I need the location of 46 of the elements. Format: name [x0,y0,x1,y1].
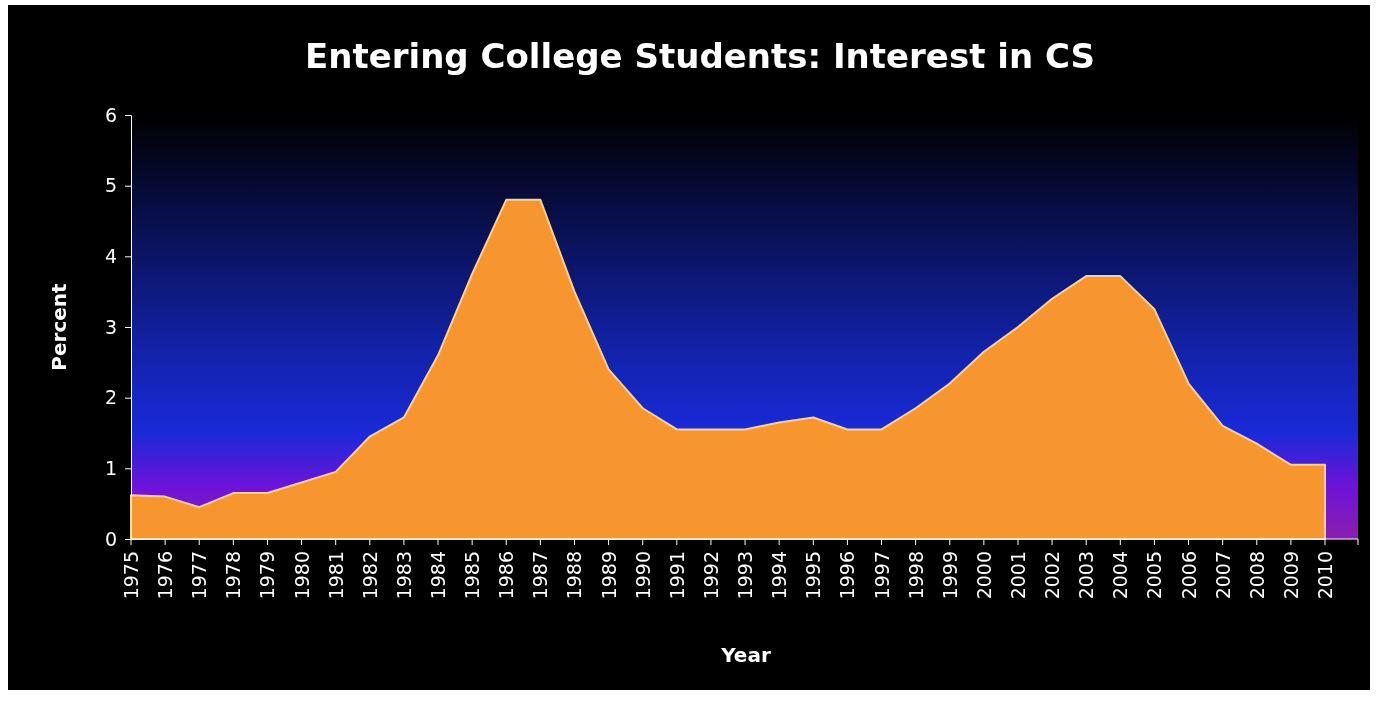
x-tick-label: 1998 [904,551,927,600]
y-axis-title: Percent [47,282,71,371]
y-tick-label: 2 [104,386,117,409]
x-tick-label: 1983 [392,551,415,600]
x-tick-label: 1999 [938,551,961,600]
x-tick-label: 1990 [631,551,654,600]
y-tick-label: 5 [104,174,117,197]
x-tick-label: 1979 [256,551,279,600]
x-tick-label: 1995 [802,551,825,600]
x-tick-label: 1984 [427,551,450,600]
x-tick-label: 1997 [870,551,893,600]
x-tick-label: 1991 [665,551,688,600]
x-tick-label: 1989 [597,551,620,600]
x-tick-label: 1981 [324,551,347,600]
x-tick-label: 2004 [1109,551,1132,600]
x-tick-label: 1986 [495,551,518,600]
x-tick-label: 1988 [563,551,586,600]
x-tick-label: 2000 [972,551,995,600]
x-tick-label: 1993 [734,551,757,600]
x-tick-label: 1977 [188,551,211,600]
x-tick-label: 1996 [836,551,859,600]
x-tick-label: 1975 [120,551,142,600]
x-tick-label: 1978 [222,551,245,600]
x-tick-label: 1976 [154,551,177,600]
x-tick-label: 1994 [768,551,791,600]
x-tick-label: 2003 [1075,551,1098,600]
y-tick-label: 1 [104,456,117,479]
x-tick-label: 2008 [1245,551,1268,600]
x-axis-title: Year [720,643,771,667]
x-tick-label: 1982 [358,551,381,600]
x-tick-label: 2010 [1314,551,1336,600]
x-tick-label: 2007 [1211,551,1234,600]
x-tick-label: 1980 [290,551,313,600]
x-tick-label: 2009 [1279,551,1302,600]
x-tick-label: 2005 [1143,551,1166,600]
x-tick-label: 1987 [529,551,552,600]
x-tick-label: 1992 [699,551,722,600]
y-tick-label: 4 [104,244,117,267]
y-tick-label: 3 [104,315,117,338]
y-tick-label: 6 [104,103,117,126]
chart-title: Entering College Students: Interest in CS [304,36,1096,76]
x-tick-label: 2001 [1006,551,1029,600]
y-tick-label: 0 [104,527,117,550]
x-tick-label: 1985 [461,551,484,600]
x-tick-label: 2006 [1177,551,1200,600]
x-tick-label: 2002 [1041,551,1064,600]
